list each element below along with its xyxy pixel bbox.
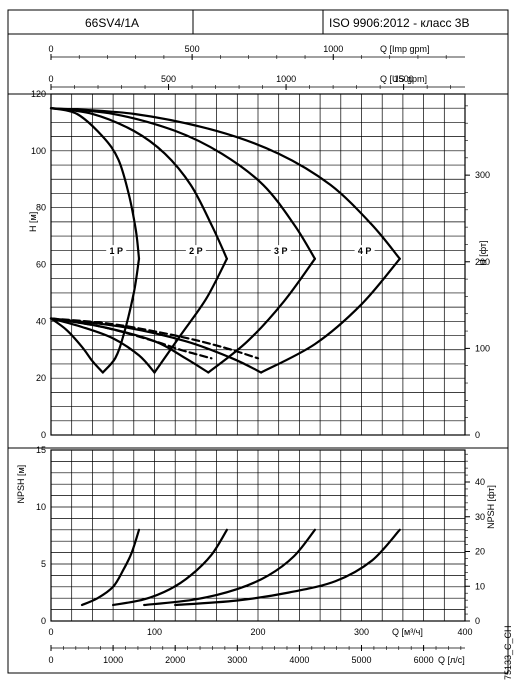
npsh-y2-tick-label: 10: [475, 581, 485, 591]
npsh-curve: [174, 528, 401, 607]
head-curve-efficiency-dashed: [49, 317, 213, 360]
series-label: 3 P: [274, 246, 288, 256]
npsh-y2-tick-label: 0: [475, 616, 480, 626]
head-curve-head: [49, 107, 316, 260]
q-x-tick-label: 0: [48, 627, 53, 637]
npsh-y-tick-label: 5: [41, 559, 46, 569]
series-label: 4 P: [358, 246, 372, 256]
ls-axis-tick-label: 1000: [103, 655, 123, 665]
head-y-tick-label: 0: [41, 430, 46, 440]
ls-axis-tick-label: 0: [48, 655, 53, 665]
head-y-label: H [м]: [28, 212, 38, 232]
npsh-y2-tick-label: 40: [475, 477, 485, 487]
npsh-y-tick-label: 15: [36, 445, 46, 455]
npsh-y-tick-label: 0: [41, 616, 46, 626]
head-y-tick-label: 60: [36, 260, 46, 270]
top-axis-tick-label: 1500: [394, 74, 414, 84]
npsh-curve: [80, 528, 141, 607]
top-axes-frame: [7, 33, 509, 95]
head-y-tick-label: 100: [31, 146, 46, 156]
npsh-y2-label: NPSH [фт]: [486, 485, 496, 529]
head-curve-efficiency-dashed: [49, 317, 260, 360]
top-axis-tick-label: 1000: [276, 74, 296, 84]
npsh-grid: [50, 449, 466, 622]
head-curve-limit: [101, 257, 141, 374]
ls-axis-tick-label: 5000: [351, 655, 371, 665]
npsh-y-tick-label: 10: [36, 502, 46, 512]
head-curve-efficiency: [49, 317, 104, 374]
head-curve-limit: [207, 257, 316, 374]
npsh-y2-tick-label: 30: [475, 512, 485, 522]
head-curve-head: [49, 107, 141, 260]
head-y-tick-label: 80: [36, 203, 46, 213]
head-y2-tick-label: 100: [475, 343, 490, 353]
top-axis-tick-label: 0: [48, 44, 53, 54]
head-y-tick-label: 20: [36, 373, 46, 383]
ls-axis-tick-label: 2000: [165, 655, 185, 665]
npsh-curve: [112, 528, 228, 607]
series-label-bg: [106, 245, 127, 257]
npsh-plot-border: [50, 449, 466, 622]
q-x-tick-label: 400: [457, 627, 472, 637]
model-title: 66SV4/1A: [85, 16, 139, 30]
ls-axis-label: Q [л/с]: [438, 655, 465, 665]
head-curve-limit: [260, 257, 401, 374]
series-label-bg: [185, 245, 206, 257]
series-labels: 1 P 2 P 3 P 4 P: [106, 245, 375, 257]
q-x-label: Q [м³/ч]: [392, 627, 423, 637]
top-axis-label: Q [Imp gpm]: [380, 44, 430, 54]
q-x-tick-label: 200: [250, 627, 265, 637]
npsh-y-label: NPSH [м]: [16, 465, 26, 504]
head-grid: [50, 93, 466, 436]
head-y2-label: H [фт]: [478, 240, 488, 265]
series-label-bg: [270, 245, 291, 257]
top-axis-tick-label: 0: [48, 74, 53, 84]
series-label: 2 P: [189, 246, 203, 256]
head-curve-head: [49, 107, 401, 260]
ls-axis-tick-label: 4000: [289, 655, 309, 665]
ls-axis-tick-label: 6000: [414, 655, 434, 665]
npsh-chart-frame: [7, 447, 509, 674]
head-curve-head: [49, 107, 228, 260]
q-x-tick-label: 300: [354, 627, 369, 637]
standard-title: ISO 9906:2012 - класс 3B: [329, 16, 469, 30]
npsh-curves: [80, 528, 401, 607]
top-axis-tick-label: 1000: [323, 44, 343, 54]
head-y2-tick-label: 200: [475, 257, 490, 267]
head-plot-border: [50, 93, 466, 436]
series-label: 1 P: [109, 246, 123, 256]
ls-axis-tick-label: 3000: [227, 655, 247, 665]
q-x-tick-label: 100: [147, 627, 162, 637]
npsh-y2-tick-label: 20: [475, 547, 485, 557]
npsh-curve: [143, 528, 316, 607]
head-y2-tick-label: 300: [475, 170, 490, 180]
series-label-bg: [354, 245, 375, 257]
top-axis-tick-label: 500: [161, 74, 176, 84]
head-y-tick-label: 40: [36, 316, 46, 326]
head-curve-limit: [153, 257, 228, 374]
head-y2-tick-label: 0: [475, 430, 480, 440]
head-y-tick-label: 120: [31, 89, 46, 99]
top-axis-tick-label: 500: [185, 44, 200, 54]
head-curve-efficiency: [49, 317, 156, 374]
head-curves: [49, 107, 401, 374]
watermark: 75133_C_CH: [503, 625, 513, 680]
top-axis-label: Q [US gpm]: [380, 74, 427, 84]
